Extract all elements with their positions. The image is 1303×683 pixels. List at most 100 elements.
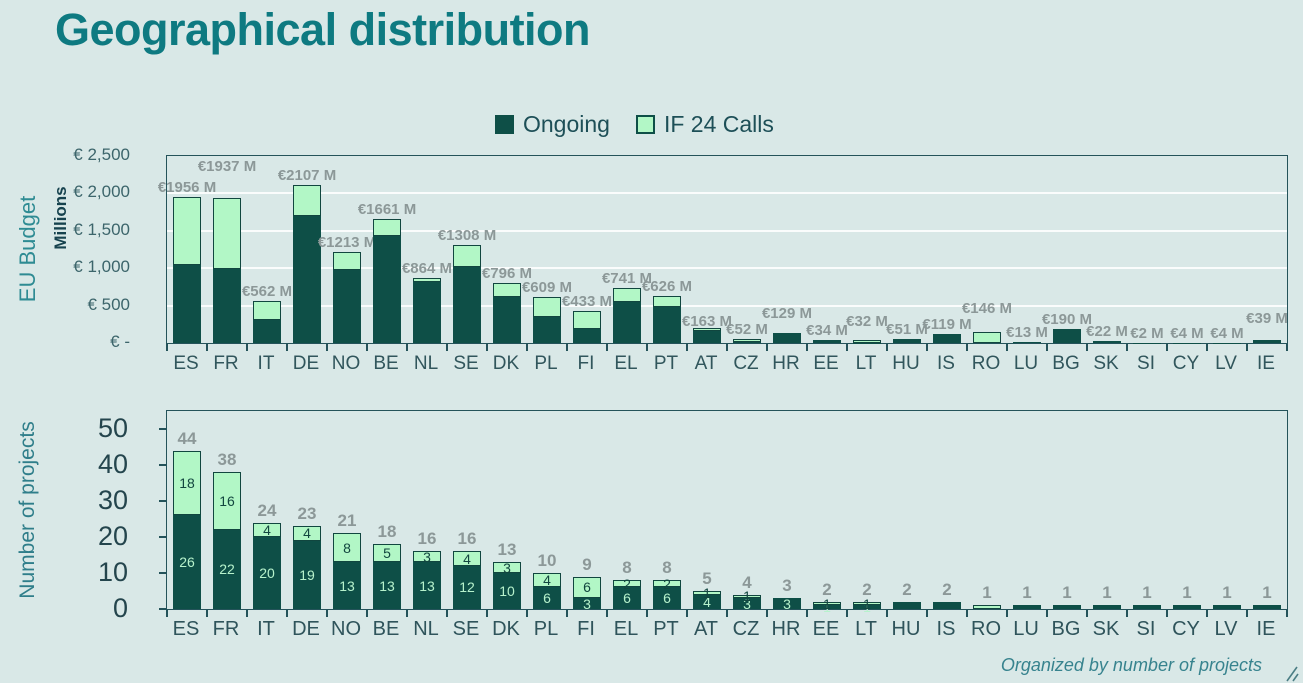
IS-ongoing-bar[interactable] (933, 334, 961, 343)
x-tick-mark (606, 610, 608, 617)
ES-if24calls-bar[interactable]: 18 (173, 450, 201, 516)
NO-if24calls-bar[interactable] (333, 252, 361, 271)
PL-if24calls-bar[interactable] (533, 297, 561, 318)
FI-ongoing-bar[interactable] (573, 329, 601, 343)
PL-ongoing-bar[interactable]: 6 (533, 587, 561, 609)
HR-ongoing-bar[interactable]: 3 (773, 597, 801, 610)
segment-value-label: 2 (623, 575, 631, 592)
BG-ongoing-bar[interactable] (1053, 328, 1081, 343)
AT-ongoing-bar[interactable]: 4 (693, 595, 721, 609)
SI-total-label: €2 M (1130, 324, 1164, 342)
DE-if24calls-bar[interactable]: 4 (293, 525, 321, 542)
IT-if24calls-bar[interactable]: 4 (253, 523, 281, 537)
legend-item-if24calls[interactable]: IF 24 Calls (635, 111, 774, 138)
FR-if24calls-bar[interactable]: 16 (213, 472, 241, 530)
DK-ongoing-bar[interactable] (493, 297, 521, 343)
IE-ongoing-bar[interactable] (1253, 605, 1281, 609)
SI-ongoing-bar[interactable] (1133, 605, 1161, 609)
DK-if24calls-bar[interactable]: 3 (493, 561, 521, 574)
ES-total-label: 44 (177, 428, 197, 448)
SE-if24calls-bar[interactable]: 4 (453, 551, 481, 566)
EL-ongoing-bar[interactable] (613, 301, 641, 343)
IT-ongoing-bar[interactable]: 20 (253, 537, 281, 609)
PT-ongoing-bar[interactable]: 6 (653, 587, 681, 609)
BE-ongoing-bar[interactable] (373, 236, 401, 343)
ES-ongoing-bar[interactable]: 26 (173, 515, 201, 609)
NL-ongoing-bar[interactable] (413, 282, 441, 343)
SE-ongoing-bar[interactable] (453, 267, 481, 343)
LU-ongoing-bar[interactable] (1013, 605, 1041, 609)
ES-if24calls-bar[interactable] (173, 196, 201, 266)
EE-ongoing-bar[interactable] (813, 340, 841, 343)
PL-ongoing-bar[interactable] (533, 317, 561, 343)
PL-if24calls-bar[interactable]: 4 (533, 573, 561, 587)
IT-total-label: €562 M (241, 282, 293, 300)
AT-if24calls-bar[interactable] (693, 328, 721, 332)
LU-ongoing-bar[interactable] (1013, 342, 1041, 343)
EE-ongoing-bar[interactable]: 1 (813, 601, 841, 613)
legend-item-ongoing[interactable]: Ongoing (495, 111, 610, 138)
CZ-ongoing-bar[interactable]: 3 (733, 597, 761, 610)
NL-ongoing-bar[interactable]: 13 (413, 562, 441, 609)
BE-ongoing-bar[interactable]: 13 (373, 562, 401, 609)
BG-ongoing-bar[interactable] (1053, 605, 1081, 609)
DK-ongoing-bar[interactable]: 10 (493, 573, 521, 609)
LT-if24calls-bar[interactable] (853, 339, 881, 343)
IE-ongoing-bar[interactable] (1253, 340, 1281, 343)
LV-ongoing-bar[interactable] (1213, 605, 1241, 609)
NO-if24calls-bar[interactable]: 8 (333, 533, 361, 563)
RO-if24calls-bar[interactable] (973, 605, 1001, 609)
LT-ongoing-bar[interactable]: 1 (853, 601, 881, 613)
NL-if24calls-bar[interactable]: 3 (413, 550, 441, 564)
AT-if24calls-bar[interactable]: 1 (693, 587, 721, 598)
x-tick-mark (1246, 610, 1248, 617)
EL-ongoing-bar[interactable]: 6 (613, 587, 641, 609)
CZ-if24calls-bar[interactable] (733, 339, 761, 343)
PT-if24calls-bar[interactable] (653, 296, 681, 308)
FR-ongoing-bar[interactable] (213, 268, 241, 343)
x-tick-mark (246, 344, 248, 351)
FR-ongoing-bar[interactable]: 22 (213, 529, 241, 609)
CY-ongoing-bar[interactable] (1173, 605, 1201, 609)
EL-if24calls-bar[interactable]: 2 (613, 575, 641, 592)
category-label-HR: HR (771, 618, 801, 640)
FI-if24calls-bar[interactable]: 6 (573, 576, 601, 599)
DK-if24calls-bar[interactable] (493, 283, 521, 297)
DE-ongoing-bar[interactable]: 19 (293, 540, 321, 609)
HU-ongoing-bar[interactable] (893, 339, 921, 343)
FI-ongoing-bar[interactable]: 3 (573, 597, 601, 610)
PT-if24calls-bar[interactable]: 2 (653, 577, 681, 591)
FR-if24calls-bar[interactable] (213, 198, 241, 269)
PT-ongoing-bar[interactable] (653, 307, 681, 343)
SE-ongoing-bar[interactable]: 12 (453, 565, 481, 609)
EL-if24calls-bar[interactable] (613, 287, 641, 302)
BE-if24calls-bar[interactable]: 5 (373, 544, 401, 563)
CZ-ongoing-bar[interactable] (733, 342, 761, 343)
AT-ongoing-bar[interactable] (693, 331, 721, 343)
LT-if24calls-bar[interactable]: 1 (853, 598, 881, 609)
resize-handle-icon[interactable] (1281, 666, 1299, 682)
segment-value-label: 4 (303, 525, 311, 542)
HU-ongoing-bar[interactable] (893, 601, 921, 609)
CZ-if24calls-bar[interactable]: 1 (733, 591, 761, 602)
HR-ongoing-bar[interactable] (773, 333, 801, 343)
NO-ongoing-bar[interactable] (333, 270, 361, 343)
BE-if24calls-bar[interactable] (373, 218, 401, 237)
IS-ongoing-bar[interactable] (933, 601, 961, 609)
IT-if24calls-bar[interactable] (253, 300, 281, 320)
SK-ongoing-bar[interactable] (1093, 605, 1121, 609)
FI-total-label: €433 M (561, 292, 613, 310)
SE-if24calls-bar[interactable] (453, 245, 481, 268)
FI-if24calls-bar[interactable] (573, 310, 601, 330)
NL-if24calls-bar[interactable] (413, 278, 441, 283)
ES-ongoing-bar[interactable] (173, 265, 201, 343)
IT-total-label: 24 (257, 500, 277, 520)
category-label-PL: PL (534, 353, 558, 374)
RO-if24calls-bar[interactable] (973, 332, 1001, 343)
EE-if24calls-bar[interactable]: 1 (813, 598, 841, 609)
DE-ongoing-bar[interactable] (293, 215, 321, 343)
IT-ongoing-bar[interactable] (253, 319, 281, 343)
DE-if24calls-bar[interactable] (293, 185, 321, 216)
NO-ongoing-bar[interactable]: 13 (333, 562, 361, 609)
SK-ongoing-bar[interactable] (1093, 341, 1121, 343)
